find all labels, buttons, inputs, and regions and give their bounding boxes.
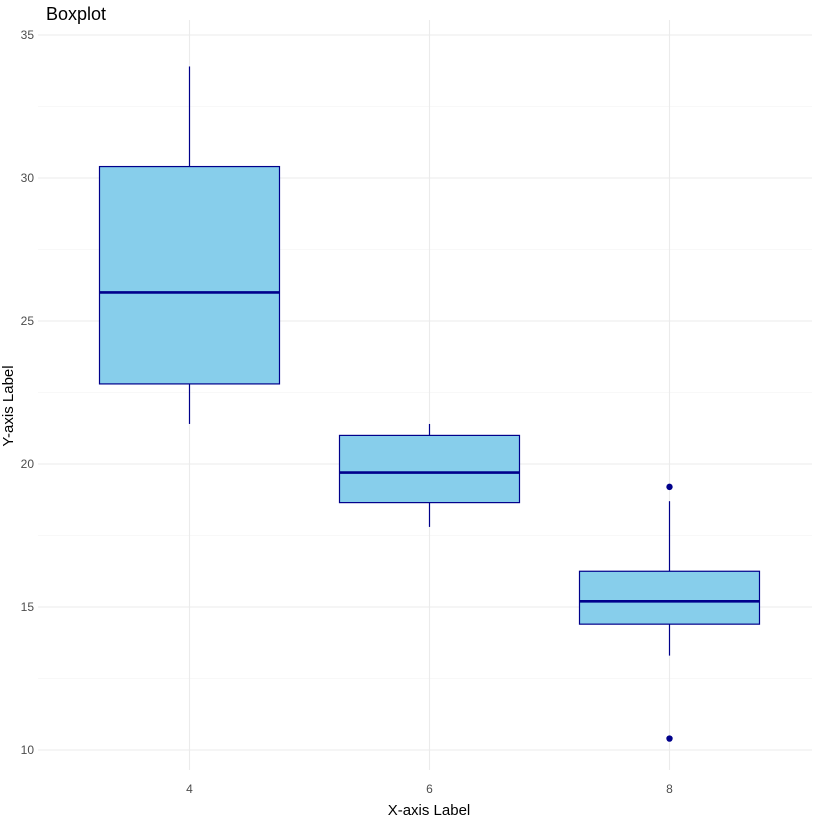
y-tick-label: 30 bbox=[21, 171, 35, 185]
y-tick-label: 15 bbox=[21, 600, 35, 614]
grid-lines bbox=[38, 20, 812, 770]
box bbox=[338, 434, 521, 504]
x-tick-label: 4 bbox=[186, 782, 193, 796]
x-axis-ticks: 4 6 8 bbox=[186, 782, 673, 796]
x-tick-label: 6 bbox=[426, 782, 433, 796]
outlier-point bbox=[666, 483, 673, 491]
y-axis-label: Y-axis Label bbox=[0, 365, 17, 446]
chart-title: Boxplot bbox=[46, 4, 106, 24]
outlier-point bbox=[666, 735, 673, 742]
box bbox=[578, 570, 761, 625]
boxes bbox=[98, 66, 761, 742]
x-axis-label: X-axis Label bbox=[388, 802, 471, 819]
box bbox=[98, 165, 281, 385]
y-tick-label: 20 bbox=[21, 457, 35, 471]
y-axis-ticks: 10 15 20 25 30 35 bbox=[21, 28, 35, 757]
y-tick-label: 25 bbox=[21, 314, 35, 328]
y-tick-label: 35 bbox=[21, 28, 35, 42]
y-tick-label: 10 bbox=[21, 743, 35, 757]
x-tick-label: 8 bbox=[666, 782, 673, 796]
